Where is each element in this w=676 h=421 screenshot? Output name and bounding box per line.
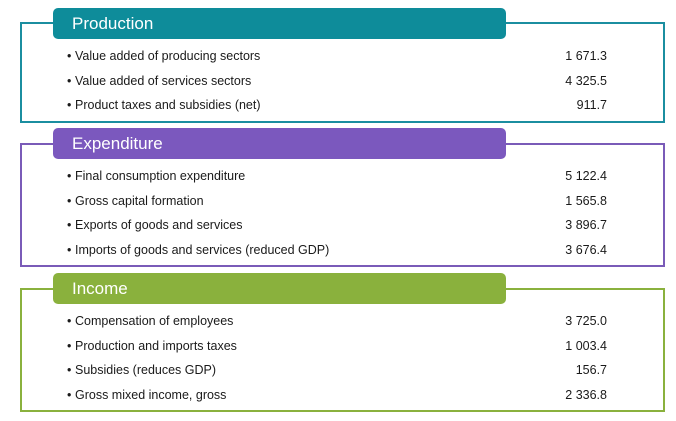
row-label: Final consumption expenditure bbox=[75, 169, 246, 183]
bullet-icon: • bbox=[67, 73, 72, 88]
production-row: • Value added of services sectors 4 325.5 bbox=[67, 69, 607, 94]
row-value: 4 325.5 bbox=[565, 73, 607, 88]
bullet-icon: • bbox=[67, 338, 72, 353]
row-value: 156.7 bbox=[575, 363, 607, 378]
income-header: Income bbox=[53, 273, 506, 304]
expenditure-row: • Exports of goods and services 3 896.7 bbox=[67, 213, 607, 238]
expenditure-panel bbox=[20, 143, 665, 267]
bullet-icon: • bbox=[67, 49, 72, 63]
expenditure-rows: • Final consumption expenditure 5 122.4 •… bbox=[67, 164, 607, 262]
row-label: Product taxes and subsidies (net) bbox=[75, 98, 261, 113]
row-label: Gross mixed income, gross bbox=[75, 387, 227, 402]
income-row: • Production and imports taxes 1 003.4 bbox=[67, 334, 607, 359]
production-header: Production bbox=[53, 8, 506, 39]
row-value: 3 676.4 bbox=[565, 242, 607, 257]
production-rows: • Value added of producing sectors 1 671.… bbox=[67, 44, 607, 118]
income-row: • Compensation of employees 3 725.0 bbox=[67, 309, 607, 334]
bullet-icon: • bbox=[67, 314, 72, 328]
expenditure-row: • Imports of goods and services (reduced … bbox=[67, 238, 607, 263]
row-label: Value added of services sectors bbox=[75, 73, 252, 88]
production-row: • Product taxes and subsidies (net) 911.7 bbox=[67, 93, 607, 118]
bullet-icon: • bbox=[67, 363, 72, 378]
production-row: • Value added of producing sectors 1 671.… bbox=[67, 44, 607, 69]
bullet-icon: • bbox=[67, 242, 72, 257]
bullet-icon: • bbox=[67, 218, 72, 233]
row-label: Gross capital formation bbox=[75, 193, 204, 208]
income-row: • Subsidies (reduces GDP) 156.7 bbox=[67, 358, 607, 383]
row-label: Exports of goods and services bbox=[75, 218, 243, 233]
row-label: Imports of goods and services (reduced G… bbox=[75, 242, 330, 257]
expenditure-row: • Gross capital formation 1 565.8 bbox=[67, 189, 607, 214]
income-panel bbox=[20, 288, 665, 412]
expenditure-row: • Final consumption expenditure 5 122.4 bbox=[67, 164, 607, 189]
bullet-icon: • bbox=[67, 98, 72, 113]
bullet-icon: • bbox=[67, 387, 72, 402]
row-value: 1 671.3 bbox=[565, 49, 607, 63]
row-label: Value added of producing sectors bbox=[75, 49, 261, 63]
expenditure-header: Expenditure bbox=[53, 128, 506, 159]
row-label: Compensation of employees bbox=[75, 314, 234, 328]
income-row: • Gross mixed income, gross 2 336.8 bbox=[67, 383, 607, 408]
row-value: 911.7 bbox=[576, 98, 607, 113]
income-rows: • Compensation of employees 3 725.0 • Prod… bbox=[67, 309, 607, 407]
row-value: 3 896.7 bbox=[565, 218, 607, 233]
row-value: 1 565.8 bbox=[565, 193, 607, 208]
row-value: 2 336.8 bbox=[565, 387, 607, 402]
row-label: Subsidies (reduces GDP) bbox=[75, 363, 217, 378]
row-label: Production and imports taxes bbox=[75, 338, 237, 353]
bullet-icon: • bbox=[67, 169, 72, 183]
row-value: 3 725.0 bbox=[565, 314, 607, 328]
row-value: 1 003.4 bbox=[565, 338, 607, 353]
row-value: 5 122.4 bbox=[565, 169, 607, 183]
bullet-icon: • bbox=[67, 193, 72, 208]
